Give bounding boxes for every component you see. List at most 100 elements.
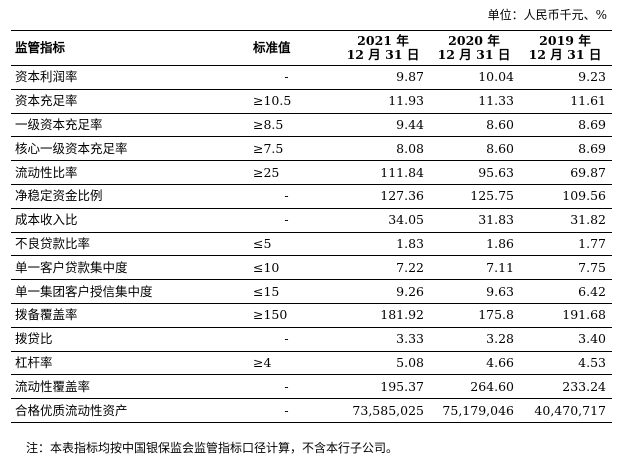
value-2020-cell: 7.11 bbox=[430, 255, 520, 281]
table-row: 流动性比率 ≥25 111.84 95.63 69.87 bbox=[11, 160, 612, 185]
value-2019-cell: 8.69 bbox=[520, 136, 612, 162]
value-2021-cell: 181.92 bbox=[338, 303, 430, 328]
value-2021-cell: 111.84 bbox=[338, 160, 430, 185]
header-year-2020-line2: 12 月 31 日 bbox=[437, 47, 511, 62]
table-header: 监管指标 标准值 2021 年 12 月 31 日 2020 年 12 月 31… bbox=[11, 30, 612, 66]
value-2020-cell: 1.86 bbox=[430, 232, 520, 257]
standard-value-cell: - bbox=[251, 374, 338, 400]
standard-value-cell: ≥8.5 bbox=[251, 113, 338, 138]
indicator-name-cell: 拨备覆盖率 bbox=[11, 303, 251, 328]
standard-value-cell: ≥150 bbox=[251, 303, 338, 328]
value-2020-cell: 11.33 bbox=[430, 89, 520, 114]
table-row: 杠杆率 ≥4 5.08 4.66 4.53 bbox=[11, 351, 612, 376]
value-2021-cell: 9.87 bbox=[338, 65, 430, 90]
table-row: 核心一级资本充足率 ≥7.5 8.08 8.60 8.69 bbox=[11, 136, 612, 162]
standard-value-cell: ≤10 bbox=[251, 255, 338, 281]
standard-value-cell: - bbox=[251, 398, 338, 423]
value-2019-cell: 31.82 bbox=[520, 208, 612, 233]
header-year-2019-line1: 2019 年 bbox=[539, 33, 591, 48]
indicator-name-cell: 单一集团客户授信集中度 bbox=[11, 279, 251, 304]
standard-value-cell: ≥4 bbox=[251, 351, 338, 376]
value-2021-cell: 11.93 bbox=[338, 89, 430, 114]
indicator-name-cell: 净稳定资金比例 bbox=[11, 184, 251, 209]
value-2019-cell: 40,470,717 bbox=[520, 398, 612, 423]
indicator-name-cell: 资本充足率 bbox=[11, 89, 251, 114]
value-2020-cell: 4.66 bbox=[430, 351, 520, 376]
header-year-2021-line1: 2021 年 bbox=[357, 33, 409, 48]
value-2020-cell: 9.63 bbox=[430, 279, 520, 304]
unit-label: 单位：人民币千元、% bbox=[487, 8, 607, 22]
indicator-name-cell: 核心一级资本充足率 bbox=[11, 136, 251, 162]
header-year-2021-line2: 12 月 31 日 bbox=[346, 47, 420, 62]
table-row: 拨备覆盖率 ≥150 181.92 175.8 191.68 bbox=[11, 303, 612, 328]
value-2021-cell: 8.08 bbox=[338, 136, 430, 162]
value-2019-cell: 6.42 bbox=[520, 279, 612, 304]
value-2020-cell: 31.83 bbox=[430, 208, 520, 233]
value-2020-cell: 8.60 bbox=[430, 113, 520, 138]
indicator-name-cell: 流动性覆盖率 bbox=[11, 374, 251, 400]
standard-value-cell: ≤15 bbox=[251, 279, 338, 304]
table-row: 合格优质流动性资产 -73,585,025 75,179,046 40,470,717 bbox=[11, 398, 612, 423]
standard-value-cell: ≥25 bbox=[251, 160, 338, 185]
header-year-2021: 2021 年 12 月 31 日 bbox=[338, 30, 430, 66]
indicator-name-cell: 成本收入比 bbox=[11, 208, 251, 233]
value-2020-cell: 125.75 bbox=[430, 184, 520, 209]
value-2019-cell: 109.56 bbox=[520, 184, 612, 209]
value-2019-cell: 4.53 bbox=[520, 351, 612, 376]
table-body: 资本利润率 -9.87 10.04 9.23 资本充足率 ≥10.5 11.93 11.33 1… bbox=[11, 65, 612, 423]
indicator-name-cell: 合格优质流动性资产 bbox=[11, 398, 251, 423]
indicator-name-cell: 单一客户贷款集中度 bbox=[11, 255, 251, 281]
table-row: 一级资本充足率 ≥8.5 9.44 8.60 8.69 bbox=[11, 113, 612, 138]
indicator-name-cell: 拨贷比 bbox=[11, 327, 251, 352]
table-row: 拨贷比 -3.33 3.28 3.40 bbox=[11, 327, 612, 352]
standard-value-cell: - bbox=[251, 327, 338, 352]
standard-value-cell: - bbox=[251, 65, 338, 90]
table-row: 资本利润率 -9.87 10.04 9.23 bbox=[11, 65, 612, 90]
value-2019-cell: 3.40 bbox=[520, 327, 612, 352]
value-2019-cell: 8.69 bbox=[520, 113, 612, 138]
value-2019-cell: 233.24 bbox=[520, 374, 612, 400]
value-2021-cell: 127.36 bbox=[338, 184, 430, 209]
indicator-name-cell: 不良贷款比率 bbox=[11, 232, 251, 257]
table-row: 不良贷款比率 ≤5 1.83 1.86 1.77 bbox=[11, 232, 612, 257]
indicator-name-cell: 杠杆率 bbox=[11, 351, 251, 376]
value-2019-cell: 11.61 bbox=[520, 89, 612, 114]
value-2021-cell: 5.08 bbox=[338, 351, 430, 376]
value-2021-cell: 195.37 bbox=[338, 374, 430, 400]
indicator-name-cell: 资本利润率 bbox=[11, 65, 251, 90]
table-row: 资本充足率 ≥10.5 11.93 11.33 11.61 bbox=[11, 89, 612, 114]
table-row: 单一集团客户授信集中度 ≤15 9.26 9.63 6.42 bbox=[11, 279, 612, 304]
value-2021-cell: 7.22 bbox=[338, 255, 430, 281]
table-row: 流动性覆盖率 -195.37 264.60 233.24 bbox=[11, 374, 612, 400]
value-2019-cell: 69.87 bbox=[520, 160, 612, 185]
standard-value-cell: ≥7.5 bbox=[251, 136, 338, 162]
header-year-2020: 2020 年 12 月 31 日 bbox=[430, 30, 520, 66]
indicator-name-cell: 流动性比率 bbox=[11, 160, 251, 185]
header-year-2020-line1: 2020 年 bbox=[448, 33, 500, 48]
regulatory-indicators-table: 监管指标 标准值 2021 年 12 月 31 日 2020 年 12 月 31… bbox=[11, 30, 612, 423]
standard-value-cell: ≤5 bbox=[251, 232, 338, 257]
value-2021-cell: 34.05 bbox=[338, 208, 430, 233]
standard-value-cell: ≥10.5 bbox=[251, 89, 338, 114]
value-2021-cell: 9.44 bbox=[338, 113, 430, 138]
value-2021-cell: 9.26 bbox=[338, 279, 430, 304]
standard-value-cell: - bbox=[251, 184, 338, 209]
value-2019-cell: 9.23 bbox=[520, 65, 612, 90]
value-2020-cell: 3.28 bbox=[430, 327, 520, 352]
value-2020-cell: 95.63 bbox=[430, 160, 520, 185]
value-2021-cell: 1.83 bbox=[338, 232, 430, 257]
header-year-2019-line2: 12 月 31 日 bbox=[528, 47, 602, 62]
value-2019-cell: 191.68 bbox=[520, 303, 612, 328]
footnote: 注：本表指标均按中国银保监会监管指标口径计算，不含本行子公司。 bbox=[26, 441, 399, 455]
value-2020-cell: 175.8 bbox=[430, 303, 520, 328]
indicator-name-cell: 一级资本充足率 bbox=[11, 113, 251, 138]
value-2020-cell: 8.60 bbox=[430, 136, 520, 162]
table-row: 成本收入比 -34.05 31.83 31.82 bbox=[11, 208, 612, 233]
table-row: 单一客户贷款集中度 ≤10 7.22 7.11 7.75 bbox=[11, 255, 612, 281]
value-2019-cell: 7.75 bbox=[520, 255, 612, 281]
value-2019-cell: 1.77 bbox=[520, 232, 612, 257]
value-2020-cell: 264.60 bbox=[430, 374, 520, 400]
value-2020-cell: 10.04 bbox=[430, 65, 520, 90]
header-indicator: 监管指标 bbox=[11, 30, 251, 66]
value-2021-cell: 73,585,025 bbox=[338, 398, 430, 423]
